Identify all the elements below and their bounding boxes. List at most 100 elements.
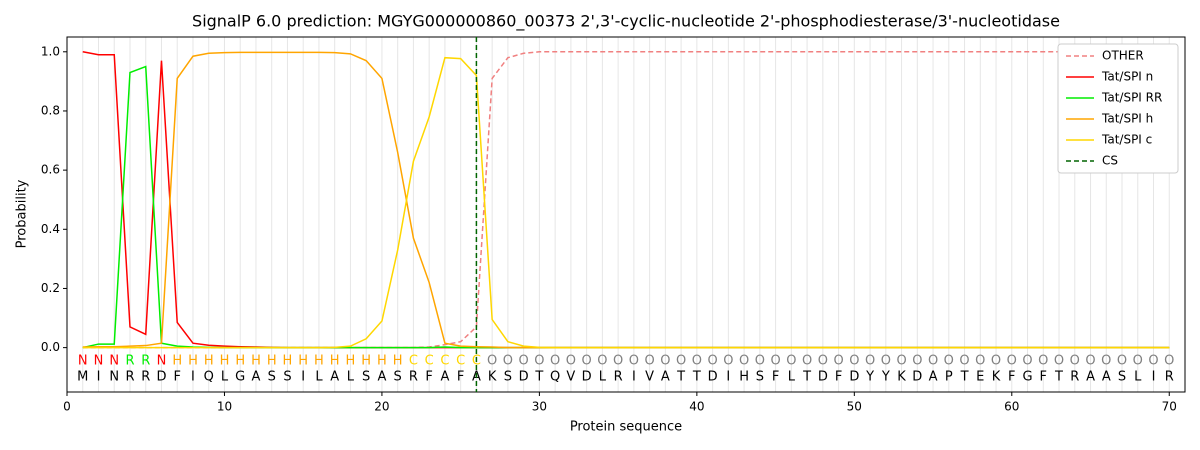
- class-label: H: [314, 354, 324, 369]
- class-label: O: [881, 354, 891, 369]
- class-label: O: [707, 354, 717, 369]
- residue-label: L: [221, 370, 229, 385]
- residue-label: R: [1165, 370, 1174, 385]
- class-label: O: [802, 354, 812, 369]
- residue-label: I: [1152, 370, 1156, 385]
- class-label: N: [157, 354, 167, 369]
- residue-label: N: [109, 370, 119, 385]
- class-label: O: [534, 354, 544, 369]
- class-label: O: [786, 354, 796, 369]
- series-line: [82, 56, 1170, 349]
- class-label: H: [330, 354, 340, 369]
- y-tick-label: 0.2: [41, 281, 60, 295]
- class-label: O: [550, 354, 560, 369]
- series-line: [82, 51, 1170, 349]
- residue-label: D: [582, 370, 592, 385]
- class-label: O: [928, 354, 938, 369]
- residue-label: S: [504, 370, 512, 385]
- x-tick-label: 70: [1162, 400, 1177, 414]
- class-label: N: [109, 354, 119, 369]
- y-tick-label: 0.8: [41, 103, 60, 117]
- class-label: O: [613, 354, 623, 369]
- residue-label: E: [976, 370, 984, 385]
- chart-title: SignalP 6.0 prediction: MGYG000000860_00…: [192, 12, 1060, 32]
- class-label: O: [1054, 354, 1064, 369]
- residue-label: A: [440, 370, 449, 385]
- series-line: [82, 51, 1170, 349]
- class-label: H: [267, 354, 277, 369]
- class-label: O: [739, 354, 749, 369]
- residue-label: D: [156, 370, 166, 385]
- class-label: O: [1117, 354, 1127, 369]
- residue-label: K: [992, 370, 1001, 385]
- residue-label: I: [301, 370, 305, 385]
- residue-label: F: [835, 370, 842, 385]
- residue-label: A: [252, 370, 261, 385]
- class-label: H: [220, 354, 230, 369]
- residue-label: D: [912, 370, 922, 385]
- residue-label: A: [929, 370, 938, 385]
- class-label: H: [172, 354, 182, 369]
- class-label: H: [393, 354, 403, 369]
- class-label: C: [440, 354, 449, 369]
- residue-label: R: [125, 370, 134, 385]
- class-label: R: [125, 354, 134, 369]
- class-label: O: [723, 354, 733, 369]
- residue-label: F: [425, 370, 432, 385]
- residue-label: R: [141, 370, 150, 385]
- class-label: C: [409, 354, 418, 369]
- legend-label: Tat/SPI h: [1101, 112, 1153, 126]
- residue-label: S: [1118, 370, 1126, 385]
- residue-label: L: [347, 370, 355, 385]
- residue-label: S: [268, 370, 276, 385]
- residue-label: S: [283, 370, 291, 385]
- class-label: O: [1007, 354, 1017, 369]
- x-tick-label: 20: [374, 400, 389, 414]
- residue-label: G: [235, 370, 245, 385]
- class-label: O: [896, 354, 906, 369]
- class-label: O: [833, 354, 843, 369]
- residue-label: R: [1070, 370, 1079, 385]
- residue-label: Y: [881, 370, 890, 385]
- y-tick-label: 0.0: [41, 340, 60, 354]
- y-tick-label: 0.4: [41, 222, 60, 236]
- class-label: O: [692, 354, 702, 369]
- residue-label: I: [726, 370, 730, 385]
- class-label: O: [959, 354, 969, 369]
- class-label: O: [1070, 354, 1080, 369]
- y-tick-label: 1.0: [41, 44, 60, 58]
- residue-label: L: [1134, 370, 1142, 385]
- class-label: O: [645, 354, 655, 369]
- x-tick-label: 60: [1004, 400, 1019, 414]
- class-label: H: [251, 354, 261, 369]
- class-label: O: [849, 354, 859, 369]
- class-label: N: [78, 354, 88, 369]
- residue-label: A: [1102, 370, 1111, 385]
- residue-label: R: [614, 370, 623, 385]
- residue-label: D: [849, 370, 859, 385]
- class-label: H: [188, 354, 198, 369]
- residue-label: A: [1086, 370, 1095, 385]
- residue-label: S: [756, 370, 764, 385]
- class-label: O: [865, 354, 875, 369]
- residue-label: S: [362, 370, 370, 385]
- residue-label: A: [661, 370, 670, 385]
- residue-label: F: [173, 370, 180, 385]
- residue-label: K: [488, 370, 497, 385]
- residue-label: K: [897, 370, 906, 385]
- residue-label: P: [945, 370, 953, 385]
- residue-label: D: [818, 370, 828, 385]
- residue-label: V: [566, 370, 575, 385]
- residue-label: A: [377, 370, 386, 385]
- series-line: [82, 51, 1170, 349]
- class-label: C: [456, 354, 465, 369]
- residue-label: T: [802, 370, 811, 385]
- legend-label: Tat/SPI c: [1101, 133, 1152, 147]
- residue-label: F: [772, 370, 779, 385]
- class-label: O: [991, 354, 1001, 369]
- class-label: H: [298, 354, 308, 369]
- class-label: H: [204, 354, 214, 369]
- class-label: N: [94, 354, 104, 369]
- residue-label: F: [457, 370, 464, 385]
- class-label: O: [629, 354, 639, 369]
